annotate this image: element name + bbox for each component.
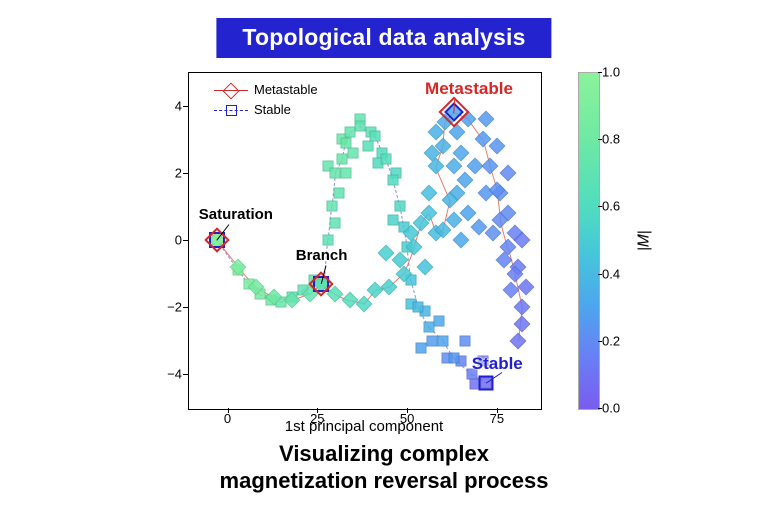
x-tick: 50	[400, 412, 414, 425]
square-marker	[341, 137, 352, 148]
legend-line-stable	[214, 110, 248, 111]
legend-label-stable: Stable	[254, 100, 291, 120]
colorbar-tick: 0.6	[602, 199, 620, 214]
square-marker	[412, 302, 423, 313]
square-marker	[344, 127, 355, 138]
x-tick: 75	[490, 412, 504, 425]
square-marker	[387, 214, 398, 225]
square-marker	[448, 352, 459, 363]
square-marker	[369, 130, 380, 141]
colorbar-tick: 0.8	[602, 132, 620, 147]
annotation-metastable: Metastable	[425, 79, 513, 99]
colorbar-label: |𝑀|	[634, 72, 654, 408]
title-banner: Topological data analysis	[216, 18, 551, 58]
square-marker	[330, 167, 341, 178]
subtitle-line2: magnetization reversal process	[220, 468, 549, 493]
chart-legend: Metastable Stable	[214, 80, 318, 120]
square-marker	[341, 167, 352, 178]
diamond-icon	[223, 82, 240, 99]
x-tick: 0	[224, 412, 231, 425]
square-marker	[459, 335, 470, 346]
square-icon	[226, 105, 237, 116]
x-tick: 25	[310, 412, 324, 425]
square-marker	[416, 342, 427, 353]
annotation-branch: Branch	[296, 247, 348, 264]
colorbar-tick: 1.0	[602, 65, 620, 80]
square-marker	[380, 154, 391, 165]
y-tick: 2	[154, 166, 182, 179]
square-marker	[423, 322, 434, 333]
colorbar-tick: 0.0	[602, 401, 620, 416]
legend-row-stable: Stable	[214, 100, 318, 120]
square-marker	[323, 235, 334, 246]
subtitle-line1: Visualizing complex	[279, 441, 489, 466]
y-axis-label: 2nd principal component	[150, 0, 170, 72]
colorbar-tick: 0.4	[602, 266, 620, 281]
legend-row-metastable: Metastable	[214, 80, 318, 100]
x-axis-label: 1st principal component	[188, 418, 540, 435]
square-marker	[330, 218, 341, 229]
y-tick: 0	[154, 234, 182, 247]
y-tick: −4	[154, 368, 182, 381]
square-marker	[438, 335, 449, 346]
square-marker	[394, 201, 405, 212]
square-marker	[427, 335, 438, 346]
legend-line-metastable	[214, 90, 248, 91]
annotation-saturation: Saturation	[199, 206, 273, 223]
annotation-stable: Stable	[472, 354, 523, 374]
square-marker	[333, 187, 344, 198]
square-marker	[434, 315, 445, 326]
colorbar-tick: 0.2	[602, 333, 620, 348]
square-marker	[362, 140, 373, 151]
y-tick: −2	[154, 301, 182, 314]
square-marker	[326, 201, 337, 212]
square-marker	[387, 174, 398, 185]
subtitle: Visualizing complex magnetization revers…	[0, 441, 768, 494]
square-marker	[337, 154, 348, 165]
legend-label-metastable: Metastable	[254, 80, 318, 100]
colorbar	[578, 72, 600, 410]
y-tick: 4	[154, 99, 182, 112]
square-marker	[355, 120, 366, 131]
square-marker	[348, 147, 359, 158]
